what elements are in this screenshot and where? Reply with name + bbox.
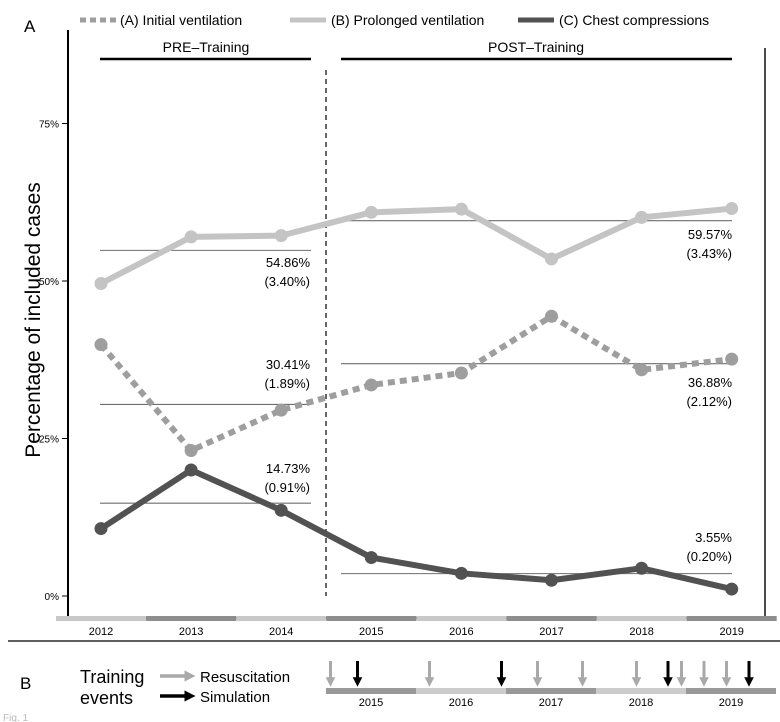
legend-label-initial: (A) Initial ventilation xyxy=(120,12,242,28)
figure-caption: Fig. 1 xyxy=(3,713,28,722)
mean-post-chest: 3.55% xyxy=(695,530,732,545)
legend-label-prolonged: (B) Prolonged ventilation xyxy=(331,12,484,28)
timeline-title-line1: Training xyxy=(80,667,144,687)
data-point xyxy=(454,566,468,580)
data-point xyxy=(364,551,378,565)
series-line xyxy=(98,313,733,454)
data-point xyxy=(545,252,558,266)
y-tick-label: 0% xyxy=(45,592,60,603)
timeline-year-label: 2015 xyxy=(359,697,383,709)
mean-pre-chest: 14.73% xyxy=(266,461,311,476)
timeline-year-label: 2017 xyxy=(539,697,563,709)
period-mean-lines xyxy=(100,220,732,575)
x-band xyxy=(236,616,327,621)
data-point xyxy=(635,210,649,224)
x-band xyxy=(686,616,777,621)
data-point xyxy=(274,403,288,417)
timeline-band xyxy=(506,688,596,694)
y-axis-title: Percentage of included cases xyxy=(22,182,45,458)
legend-label-simulation: Simulation xyxy=(200,689,270,706)
legend-label-resuscitation: Resuscitation xyxy=(200,669,290,686)
series-line xyxy=(99,205,732,287)
data-point xyxy=(364,205,378,219)
series-layer xyxy=(94,202,739,596)
x-band xyxy=(56,616,146,621)
x-tick-label: 2014 xyxy=(269,626,293,638)
data-point xyxy=(274,503,288,517)
x-band xyxy=(146,616,237,621)
y-tick-label: 75% xyxy=(39,120,59,131)
x-band xyxy=(596,616,687,621)
data-point xyxy=(184,463,198,477)
se-pre-prolonged: (3.40%) xyxy=(264,274,310,289)
data-point xyxy=(94,338,108,352)
data-point xyxy=(184,230,198,244)
se-post-initial: (2.12%) xyxy=(686,394,732,409)
data-point xyxy=(725,582,739,596)
se-pre-initial: (1.89%) xyxy=(264,376,310,391)
y-tick-label: 25% xyxy=(39,435,59,446)
mean-pre-initial: 30.41% xyxy=(266,357,311,372)
y-axis-ticks: 0% 25% 50% 75% xyxy=(39,120,68,603)
data-point xyxy=(94,277,108,291)
data-point xyxy=(274,229,288,243)
se-post-prolonged: (3.43%) xyxy=(686,246,732,261)
legend-label-chest: (C) Chest compressions xyxy=(559,12,709,28)
timeline-event-arrows xyxy=(325,661,754,687)
timeline-band xyxy=(326,688,416,694)
se-post-chest: (0.20%) xyxy=(686,549,732,564)
timeline-year-label: 2019 xyxy=(719,697,743,709)
x-band xyxy=(416,616,507,621)
data-point xyxy=(545,309,558,323)
x-axis-bands: 2012 2013 2014 2015 2016 2017 2018 2019 xyxy=(56,616,777,638)
timeline-band xyxy=(416,688,506,694)
period-headers: PRE–Training POST–Training xyxy=(100,39,732,61)
data-point xyxy=(454,202,468,216)
legend: (A) Initial ventilation (B) Prolonged ve… xyxy=(80,12,709,28)
x-tick-label: 2019 xyxy=(719,626,743,638)
data-point xyxy=(545,573,558,587)
timeline-year-bands: 2015 2016 2017 2018 2019 xyxy=(326,688,776,709)
data-point xyxy=(635,561,649,575)
timeline-title-line2: events xyxy=(80,688,133,708)
data-point xyxy=(725,352,739,366)
period-label-post: POST–Training xyxy=(488,39,584,55)
x-tick-label: 2017 xyxy=(539,626,563,638)
period-label-pre: PRE–Training xyxy=(163,39,250,55)
x-tick-label: 2016 xyxy=(449,626,473,638)
timeline-band xyxy=(686,688,776,694)
y-tick-label: 50% xyxy=(39,277,59,288)
timeline-year-label: 2018 xyxy=(629,697,653,709)
x-tick-label: 2015 xyxy=(359,626,383,638)
x-tick-label: 2012 xyxy=(89,626,113,638)
data-point xyxy=(94,522,108,536)
se-pre-chest: (0.91%) xyxy=(264,480,310,495)
mean-post-initial: 36.88% xyxy=(688,375,733,390)
timeline-band xyxy=(596,688,686,694)
data-point xyxy=(184,443,198,457)
x-tick-label: 2018 xyxy=(629,626,653,638)
data-point xyxy=(635,363,649,377)
data-point xyxy=(364,378,378,392)
panel-label-b: B xyxy=(20,674,31,693)
training-events-panel: Training events Resuscitation Simulation… xyxy=(80,661,776,709)
x-band xyxy=(326,616,417,621)
data-point xyxy=(725,202,739,216)
x-band xyxy=(506,616,597,621)
series-line xyxy=(99,467,733,592)
mean-post-prolonged: 59.57% xyxy=(688,227,733,242)
mean-annotations: 54.86% (3.40%) 30.41% (1.89%) 14.73% (0.… xyxy=(264,227,732,564)
panel-label-a: A xyxy=(24,17,36,36)
data-point xyxy=(454,366,468,380)
x-tick-label: 2013 xyxy=(179,626,203,638)
timeline-year-label: 2016 xyxy=(449,697,473,709)
mean-pre-prolonged: 54.86% xyxy=(266,255,311,270)
